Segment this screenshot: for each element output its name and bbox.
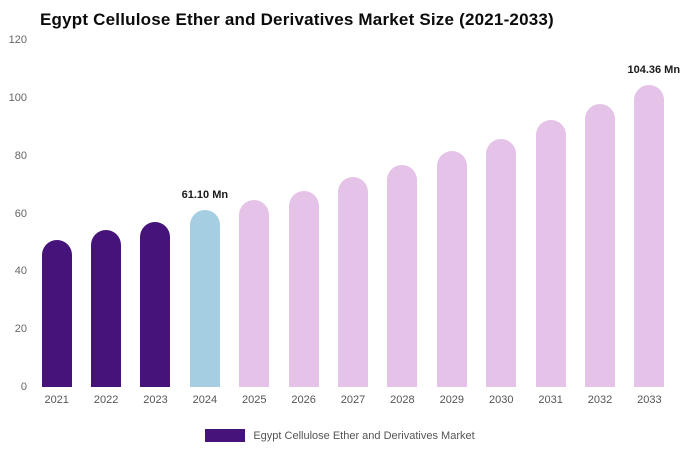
bar-2031: [535, 119, 566, 387]
y-axis: 0 20 40 60 80 100 120: [4, 34, 32, 393]
bar-2030: [486, 138, 517, 387]
value-label-2024: 61.10 Mn: [181, 189, 229, 202]
x-tick-label: 2023: [143, 394, 168, 406]
bar-column-2029: 2029: [427, 40, 476, 406]
bar-2027: [338, 177, 369, 387]
x-tick-label: 2032: [587, 394, 613, 406]
bar-column-2024: 61.10 Mn 2024: [180, 40, 229, 406]
x-tick-label: 2033: [637, 394, 662, 406]
bar-2029: [436, 151, 467, 387]
bar-column-2022: 2022: [81, 40, 130, 406]
bar-2026: [288, 190, 319, 387]
y-tick-label: 60: [14, 207, 27, 220]
x-tick-label: 2026: [291, 394, 316, 406]
bar-column-2026: 2026: [279, 40, 328, 406]
bar-column-2031: 2031: [526, 40, 575, 406]
plot-area: 0 20 40 60 80 100 120 2021 2022 2023 61.10 Mn 2024…: [0, 34, 680, 406]
x-tick-label: 2025: [242, 394, 267, 406]
bar-column-2021: 2021: [32, 40, 81, 406]
bar-column-2030: 2030: [477, 40, 526, 406]
y-tick-label: 80: [14, 149, 27, 162]
bar-2032: [584, 103, 615, 387]
x-tick-label: 2021: [44, 394, 69, 406]
bar-column-2027: 2027: [328, 40, 377, 406]
x-tick-label: 2024: [192, 394, 218, 406]
bar-column-2032: 2032: [575, 40, 624, 406]
y-tick-label: 40: [14, 265, 27, 278]
bar-column-2023: 2023: [131, 40, 180, 406]
bar-2028: [387, 164, 418, 387]
bar-2024: [189, 210, 220, 387]
x-tick-label: 2022: [93, 394, 119, 406]
y-tick-label: 0: [20, 381, 27, 393]
x-tick-label: 2030: [488, 394, 514, 406]
bar-2021: [41, 239, 72, 387]
bar-2022: [91, 230, 122, 387]
legend-swatch: [205, 429, 246, 442]
x-tick-label: 2029: [439, 394, 465, 406]
bar-2033: [634, 85, 665, 387]
bar-column-2028: 2028: [378, 40, 427, 406]
bar-column-2025: 2025: [230, 40, 279, 406]
x-tick-label: 2028: [390, 394, 415, 406]
legend: Egypt Cellulose Ether and Derivatives Ma…: [0, 429, 680, 442]
chart-title: Egypt Cellulose Ether and Derivatives Ma…: [40, 10, 554, 29]
bars: 2021 2022 2023 61.10 Mn 2024 2025 2026 2027 2028…: [32, 40, 680, 406]
bar-column-2033: 104.36 Mn 2033: [625, 40, 680, 406]
y-tick-label: 120: [8, 34, 27, 46]
x-tick-label: 2027: [340, 394, 366, 406]
x-tick-label: 2031: [538, 394, 563, 406]
legend-label: Egypt Cellulose Ether and Derivatives Ma…: [253, 429, 475, 442]
y-tick-label: 20: [14, 323, 27, 336]
bar-2025: [239, 199, 270, 387]
bar-2023: [140, 221, 171, 387]
value-label-2033: 104.36 Mn: [627, 64, 680, 77]
y-tick-label: 100: [8, 91, 27, 104]
